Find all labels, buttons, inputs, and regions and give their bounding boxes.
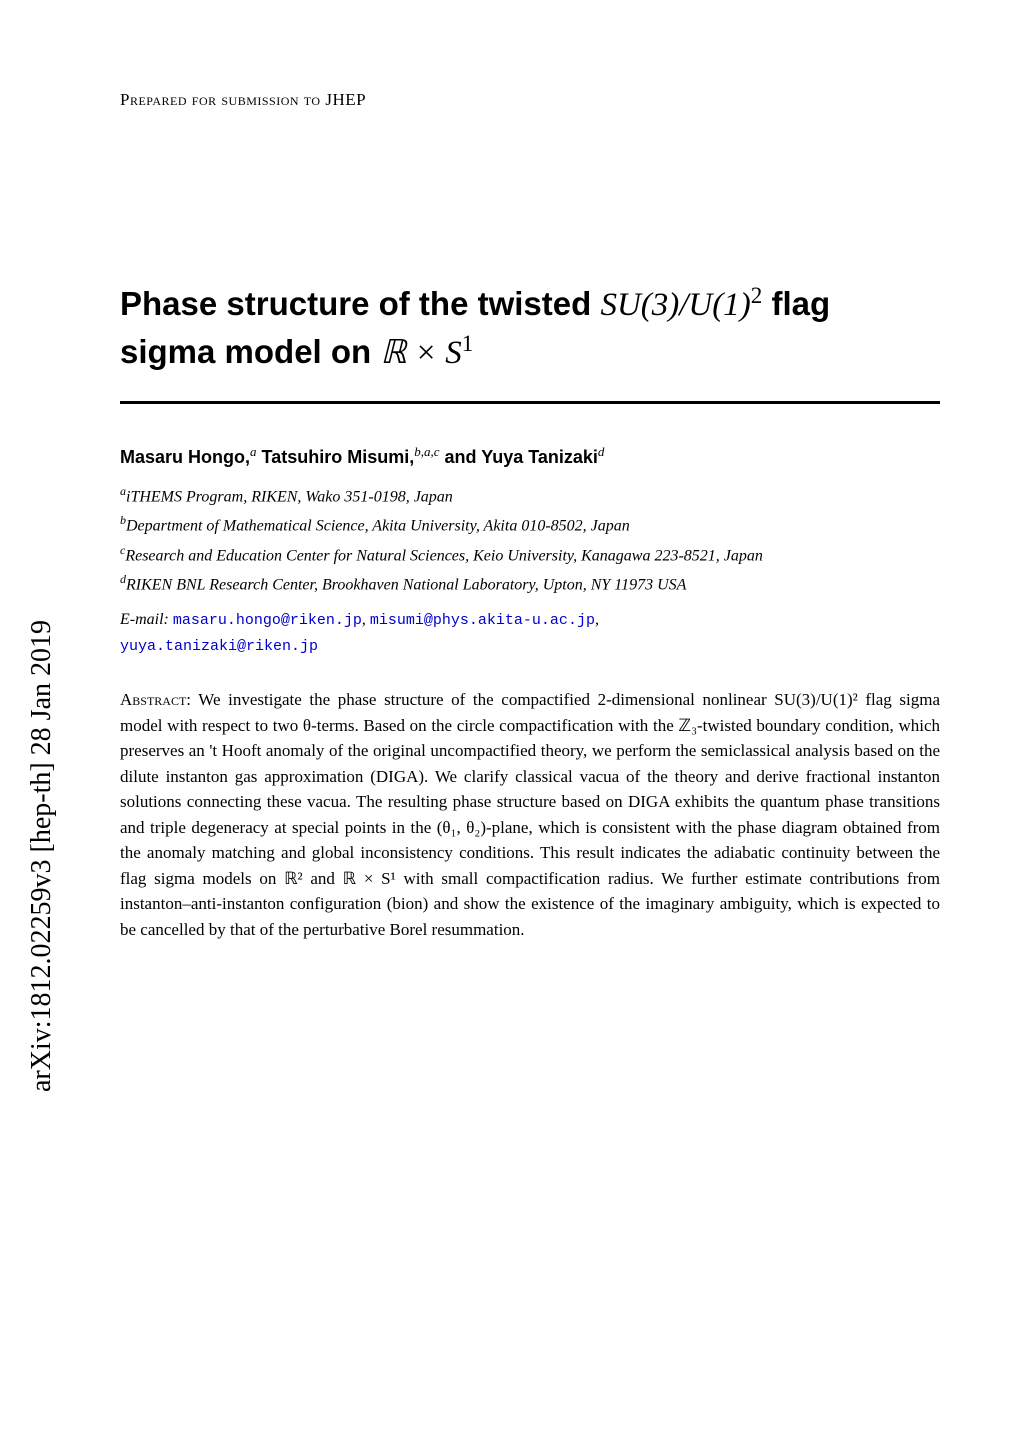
aff-d-text: RIKEN BNL Research Center, Brookhaven Na… xyxy=(126,576,686,593)
arxiv-sidebar: arXiv:1812.02259v3 [hep-th] 28 Jan 2019 xyxy=(22,0,62,1442)
arxiv-identifier: arXiv:1812.02259v3 [hep-th] 28 Jan 2019 xyxy=(26,556,58,1156)
email-sep-2: , xyxy=(595,611,599,628)
page-content: Prepared for submission to JHEP Phase st… xyxy=(120,90,940,942)
arxiv-id: arXiv:1812.02259v3 xyxy=(26,860,57,1093)
title-math-R: ℝ xyxy=(380,335,406,371)
title-rule xyxy=(120,401,940,404)
arxiv-date: 28 Jan 2019 xyxy=(26,620,57,755)
title-exp-2: 1 xyxy=(462,330,474,356)
title-text-1: Phase structure of the twisted xyxy=(120,285,600,322)
arxiv-category: [hep-th] xyxy=(26,762,57,852)
author-line: Masaru Hongo,a Tatsuhiro Misumi,b,a,c an… xyxy=(120,444,940,468)
author-2: Tatsuhiro Misumi, xyxy=(262,447,415,467)
aff-b-text: Department of Mathematical Science, Akit… xyxy=(126,518,630,535)
abstract-body: We investigate the phase structure of th… xyxy=(120,690,940,939)
author-1: Masaru Hongo, xyxy=(120,447,250,467)
aff-c-text: Research and Education Center for Natura… xyxy=(125,547,763,564)
email-label: E-mail: xyxy=(120,611,173,628)
title-exp-1: 2 xyxy=(751,282,763,308)
aff-a-text: iTHEMS Program, RIKEN, Wako 351-0198, Ja… xyxy=(126,488,453,505)
author-3: and Yuya Tanizaki xyxy=(445,447,598,467)
author-1-aff: a xyxy=(250,444,257,459)
email-block: E-mail: masaru.hongo@riken.jp, misumi@ph… xyxy=(120,607,940,659)
paper-title: Phase structure of the twisted SU(3)/U(1… xyxy=(120,280,940,375)
affiliation-c: cResearch and Education Center for Natur… xyxy=(120,541,940,568)
abstract-block: Abstract: We investigate the phase struc… xyxy=(120,687,940,942)
email-3-link[interactable]: yuya.tanizaki@riken.jp xyxy=(120,638,318,655)
affiliation-a: aiTHEMS Program, RIKEN, Wako 351-0198, J… xyxy=(120,482,940,509)
author-2-aff: b,a,c xyxy=(414,444,439,459)
affiliation-b: bDepartment of Mathematical Science, Aki… xyxy=(120,511,940,538)
email-2-link[interactable]: misumi@phys.akita-u.ac.jp xyxy=(370,612,595,629)
title-text-2: flag xyxy=(762,285,830,322)
title-math-1: SU(3)/U(1) xyxy=(600,287,750,323)
title-math-S: S xyxy=(445,335,462,371)
email-1-link[interactable]: masaru.hongo@riken.jp xyxy=(173,612,362,629)
title-text-3: sigma model on xyxy=(120,333,380,370)
title-times: × xyxy=(407,335,446,371)
prepared-for-line: Prepared for submission to JHEP xyxy=(120,90,940,110)
abstract-label: Abstract: xyxy=(120,690,191,709)
author-3-aff: d xyxy=(598,444,605,459)
email-sep-1: , xyxy=(362,611,370,628)
affiliation-d: dRIKEN BNL Research Center, Brookhaven N… xyxy=(120,570,940,597)
